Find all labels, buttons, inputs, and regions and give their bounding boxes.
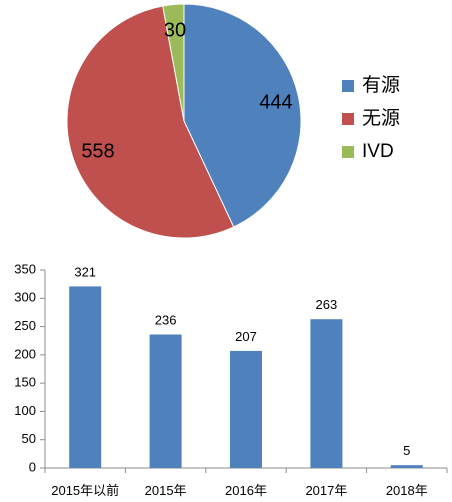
legend-entry-1: 无源	[362, 107, 400, 129]
x-category-label-1: 2015年	[145, 483, 187, 498]
y-tick-label-2: 100	[14, 403, 36, 418]
x-category-label-0: 2015年以前	[51, 483, 119, 498]
legend-swatch-0	[342, 80, 354, 92]
pie-data-label-0: 444	[259, 91, 292, 113]
bar-data-label-0: 321	[74, 264, 96, 279]
y-tick-label-1: 50	[22, 431, 36, 446]
x-category-label-3: 2017年	[305, 483, 347, 498]
legend-entry-2: IVD	[362, 141, 394, 162]
bar-1	[149, 334, 182, 468]
pie-slice-0	[183, 3, 302, 228]
pie-slice-1	[66, 5, 235, 239]
y-tick-label-0: 0	[29, 459, 36, 474]
bar-4	[390, 465, 423, 468]
bar-2	[230, 350, 262, 468]
bar-data-label-2: 207	[235, 329, 257, 344]
y-tick-label-3: 150	[14, 375, 36, 390]
y-tick-label-6: 300	[14, 290, 36, 305]
y-tick-label-4: 200	[14, 346, 36, 361]
y-tick-label-5: 250	[14, 318, 36, 333]
bar-0	[69, 286, 102, 468]
legend-entry-0: 有源	[362, 74, 400, 96]
pie-slice-2	[162, 3, 185, 122]
y-tick-label-7: 350	[14, 261, 36, 276]
x-category-label-4: 2018年	[386, 483, 428, 498]
pie-data-label-1: 558	[81, 140, 114, 162]
bar-3	[310, 319, 343, 468]
x-category-label-2: 2016年	[225, 483, 267, 498]
legend-swatch-1	[342, 113, 354, 125]
pie-data-label-2: 30	[164, 19, 186, 41]
legend-swatch-2	[342, 146, 354, 158]
bar-data-label-4: 5	[403, 443, 410, 458]
bar-data-label-3: 263	[316, 297, 338, 312]
bar-data-label-1: 236	[155, 312, 177, 327]
